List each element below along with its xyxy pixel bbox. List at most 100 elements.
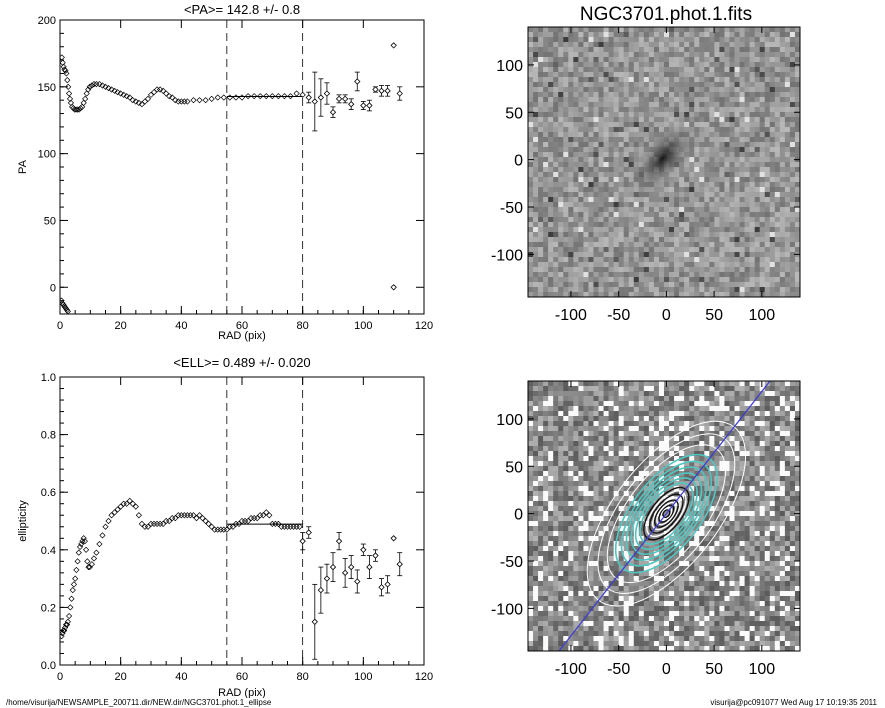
image-pixel bbox=[558, 142, 564, 148]
image-pixel bbox=[689, 187, 695, 193]
image-pixel bbox=[543, 202, 549, 208]
image-pixel bbox=[608, 187, 614, 193]
image-pixel bbox=[538, 446, 544, 452]
image-pixel bbox=[618, 257, 625, 263]
image-pixel bbox=[583, 481, 589, 487]
image-pixel bbox=[618, 581, 625, 587]
image-pixel bbox=[628, 127, 635, 133]
image-pixel bbox=[638, 107, 645, 113]
image-pixel bbox=[553, 566, 559, 572]
image-pixel bbox=[643, 87, 650, 93]
image-pixel bbox=[588, 461, 594, 467]
image-pixel bbox=[674, 57, 680, 63]
image-pixel bbox=[603, 571, 609, 577]
image-pixel bbox=[623, 566, 630, 572]
image-pixel bbox=[729, 247, 735, 253]
image-pixel bbox=[568, 481, 574, 487]
image-pixel bbox=[618, 421, 625, 427]
image-pixel bbox=[533, 586, 539, 592]
image-pixel bbox=[794, 107, 800, 113]
image-pixel bbox=[709, 202, 715, 208]
image-pixel bbox=[699, 227, 705, 233]
image-pixel bbox=[623, 97, 630, 103]
image-pixel bbox=[774, 272, 781, 278]
image-pixel bbox=[633, 32, 640, 38]
image-pixel bbox=[553, 137, 559, 143]
image-pixel bbox=[744, 77, 750, 83]
image-pixel bbox=[734, 62, 740, 68]
image-pixel bbox=[618, 92, 625, 98]
image-pixel bbox=[774, 207, 781, 213]
image-pixel bbox=[538, 591, 544, 597]
image-pixel bbox=[744, 187, 750, 193]
image-pixel bbox=[774, 117, 781, 123]
image-pixel bbox=[638, 576, 645, 582]
image-pixel bbox=[598, 62, 604, 68]
image-pixel bbox=[598, 621, 604, 627]
image-pixel bbox=[674, 77, 680, 83]
image-pixel bbox=[709, 282, 715, 288]
image-pixel bbox=[669, 187, 675, 193]
y-tick-label: 1.0 bbox=[41, 372, 56, 384]
image-pixel bbox=[563, 132, 569, 138]
data-point bbox=[208, 523, 215, 530]
image-pixel bbox=[724, 137, 730, 143]
image-pixel bbox=[704, 57, 710, 63]
image-pixel bbox=[603, 426, 609, 432]
image-pixel bbox=[759, 27, 766, 33]
image-pixel bbox=[674, 257, 680, 263]
image-pixel bbox=[734, 197, 740, 203]
image-pixel bbox=[558, 541, 564, 547]
image-pixel bbox=[653, 436, 660, 442]
image-pixel bbox=[643, 292, 650, 297]
image-pixel bbox=[769, 112, 776, 118]
image-pixel bbox=[704, 112, 710, 118]
data-point bbox=[205, 520, 212, 527]
image-pixel bbox=[543, 137, 549, 143]
image-pixel bbox=[538, 252, 544, 258]
image-pixel bbox=[724, 197, 730, 203]
image-pixel bbox=[749, 182, 755, 188]
image-pixel bbox=[548, 152, 554, 158]
image-pixel bbox=[613, 461, 619, 467]
image-pixel bbox=[664, 257, 670, 263]
image-pixel bbox=[608, 621, 614, 627]
image-pixel bbox=[588, 227, 594, 233]
image-pixel bbox=[789, 262, 796, 268]
image-pixel bbox=[633, 481, 640, 487]
image-pixel bbox=[724, 242, 730, 248]
image-pixel bbox=[543, 257, 549, 263]
image-pixel bbox=[749, 32, 755, 38]
image-pixel bbox=[623, 491, 630, 497]
image-pixel bbox=[643, 501, 650, 507]
image-pixel bbox=[694, 87, 700, 93]
image-pixel bbox=[669, 112, 675, 118]
image-pixel bbox=[593, 92, 599, 98]
image-pixel bbox=[558, 107, 564, 113]
image-pixel bbox=[583, 391, 589, 397]
image-pixel bbox=[754, 37, 761, 43]
image-pixel bbox=[528, 257, 534, 263]
image-pixel bbox=[719, 157, 725, 163]
image-pixel bbox=[548, 197, 554, 203]
image-pixel bbox=[704, 242, 710, 248]
image-pixel bbox=[563, 72, 569, 78]
image-pixel bbox=[648, 107, 655, 113]
image-pixel bbox=[684, 267, 690, 273]
image-pixel bbox=[749, 127, 755, 133]
image-pixel bbox=[653, 396, 660, 402]
image-pixel bbox=[603, 601, 609, 607]
image-pixel bbox=[643, 247, 650, 253]
image-pixel bbox=[689, 77, 695, 83]
image-pixel bbox=[784, 132, 791, 138]
image-pixel bbox=[729, 242, 735, 248]
image-pixel bbox=[568, 591, 574, 597]
image-pixel bbox=[558, 237, 564, 243]
image-pixel bbox=[603, 282, 609, 288]
image-pixel bbox=[653, 406, 660, 412]
image-pixel bbox=[528, 631, 534, 637]
image-pixel bbox=[563, 536, 569, 542]
image-pixel bbox=[573, 636, 579, 642]
image-pixel bbox=[543, 252, 549, 258]
image-pixel bbox=[598, 631, 604, 637]
